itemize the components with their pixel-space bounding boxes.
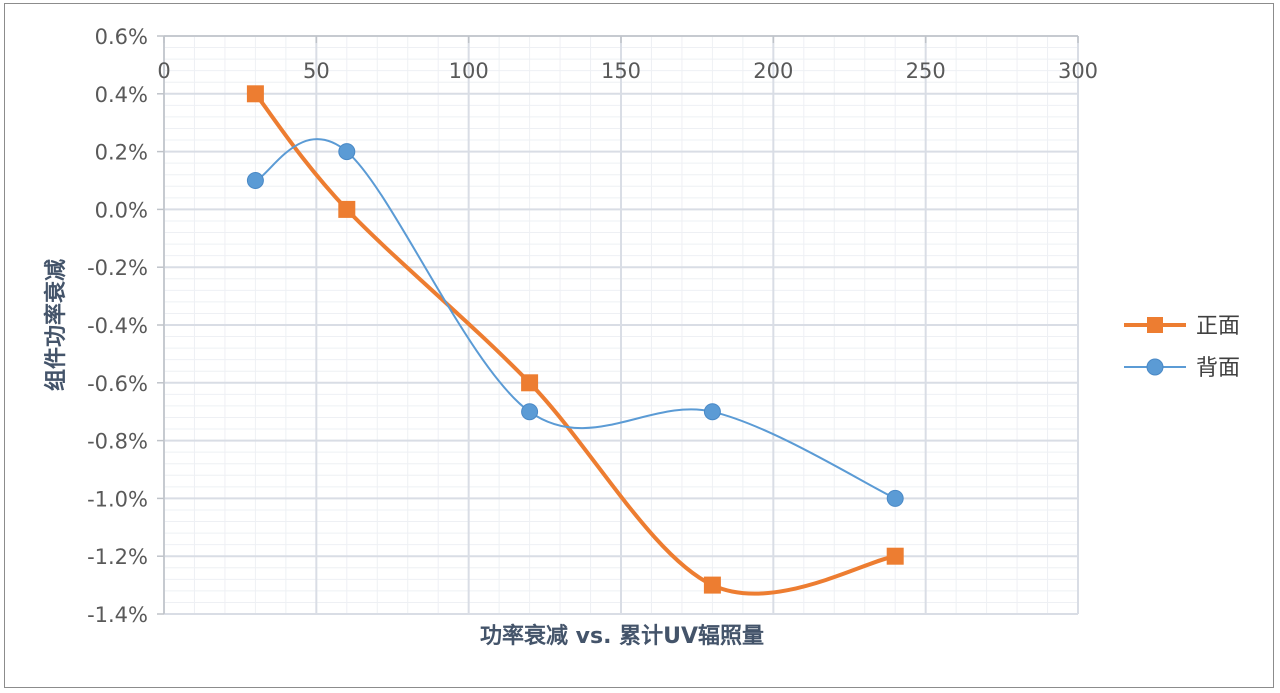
- y-tick-label: 0.2%: [95, 141, 148, 165]
- series-marker-circle: [703, 403, 721, 421]
- major-grid: [163, 35, 1079, 615]
- series-marker-square: [703, 576, 721, 594]
- y-axis-title: 组件功率衰减: [43, 259, 69, 391]
- series-2: [246, 138, 904, 507]
- axes: [157, 35, 1079, 615]
- x-tick-label: 50: [303, 59, 330, 83]
- y-tick-label: -1.0%: [87, 487, 148, 511]
- x-tick-label: 100: [449, 59, 489, 83]
- legend-item-1: 正面: [1124, 314, 1240, 339]
- y-tick-label: -0.8%: [87, 430, 148, 454]
- y-tick-label: -0.4%: [87, 314, 148, 338]
- series-marker-square: [246, 85, 264, 103]
- x-tick-label: 200: [753, 59, 793, 83]
- series-line: [253, 91, 898, 596]
- legend-marker-circle: [1146, 358, 1164, 376]
- y-tick-label: -1.4%: [87, 603, 148, 627]
- legend-item-2: 背面: [1124, 356, 1240, 381]
- y-tick-label: -0.6%: [87, 372, 148, 396]
- series-marker-circle: [338, 143, 356, 161]
- y-tick-label: 0.4%: [95, 83, 148, 107]
- series-marker-circle: [246, 172, 264, 189]
- x-tick-label: 300: [1058, 59, 1098, 83]
- x-tick-label: 0: [157, 59, 170, 83]
- y-tick-label: -0.2%: [87, 256, 148, 280]
- x-axis-title: 功率衰减 vs. 累计UV辐照量: [480, 623, 764, 649]
- x-tick-label: 150: [601, 59, 641, 83]
- legend-marker-square: [1147, 317, 1163, 333]
- tick-labels: 0 50 100 150 200 250 300 0.6% 0.4% 0.2% 0.0% -0.2% -…: [87, 25, 1098, 627]
- series-line: [254, 138, 897, 500]
- series-marker-circle: [521, 403, 539, 421]
- series-1: [246, 85, 904, 596]
- series-marker-square: [521, 374, 539, 392]
- legend-label: 背面: [1196, 356, 1240, 381]
- y-tick-label: 0.0%: [95, 198, 148, 222]
- y-tick-label: -1.2%: [87, 545, 148, 569]
- x-tick-label: 250: [906, 59, 946, 83]
- series-marker-circle: [886, 489, 904, 507]
- series-marker-square: [338, 200, 356, 218]
- series-marker-square: [886, 547, 904, 565]
- series-layer: [246, 85, 904, 596]
- legend-label: 正面: [1196, 314, 1240, 339]
- y-tick-label: 0.6%: [95, 25, 148, 49]
